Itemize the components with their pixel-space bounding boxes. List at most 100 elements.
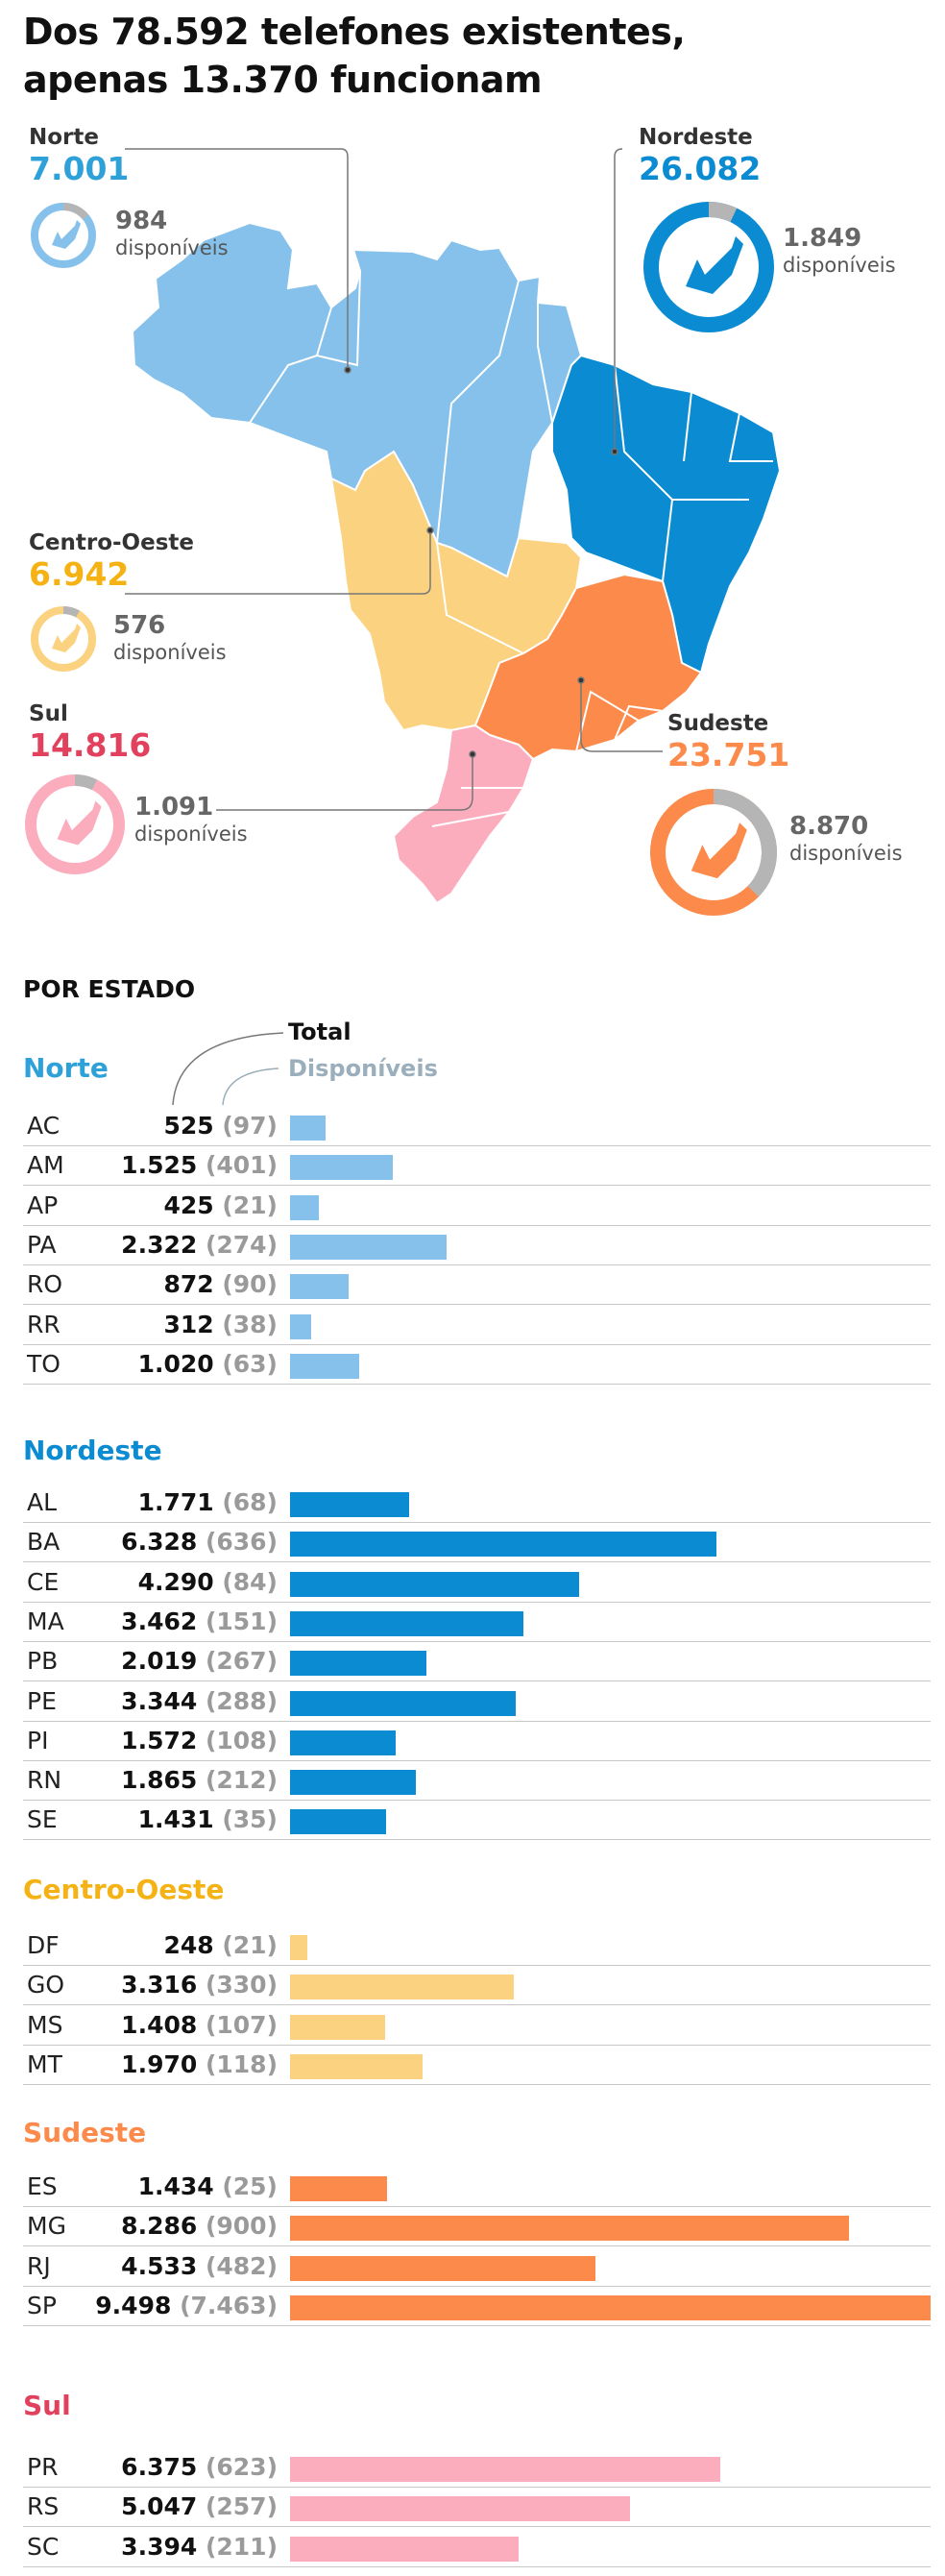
total-value: 1.865: [121, 1766, 206, 1795]
region-total: 7.001: [29, 150, 130, 187]
state-values: 1.020 (63): [138, 1350, 278, 1378]
total-value: 425: [163, 1190, 223, 1219]
state-values: 3.462 (151): [121, 1607, 278, 1635]
state-label: MS: [27, 2010, 63, 2039]
state-values: 3.344 (288): [121, 1687, 278, 1715]
state-values: 1.431 (35): [138, 1805, 278, 1833]
available-value: (84): [222, 1567, 278, 1596]
region-total: 23.751: [667, 736, 790, 773]
region-name: Sudeste: [667, 711, 769, 736]
available-value: (288): [205, 1686, 278, 1715]
table-row: PR 6.375 (623): [23, 2447, 931, 2488]
bar: [290, 1116, 326, 1141]
group-title: Centro-Oeste: [23, 1874, 225, 1905]
state-label: TO: [27, 1349, 61, 1378]
region-name: Sul: [29, 701, 68, 726]
available-label: disponíveis: [115, 236, 229, 259]
bar: [290, 1313, 311, 1339]
table-row: AP 425 (21): [23, 1186, 931, 1226]
available-value: (900): [205, 2212, 278, 2241]
state-label: AC: [27, 1112, 61, 1140]
table-row: RO 872 (90): [23, 1264, 931, 1306]
table-row: PI 1.572 (108): [23, 1721, 931, 1761]
available-value: (25): [222, 2172, 278, 2200]
total-value: 3.316: [121, 1971, 206, 1999]
available-value: (151): [205, 1607, 278, 1635]
available-label: disponíveis: [783, 254, 896, 277]
available-value: (636): [205, 1528, 278, 1557]
table-row: SE 1.431 (35): [23, 1800, 931, 1841]
available-value: (7.463): [180, 2291, 278, 2319]
bar: [290, 1730, 397, 1755]
total-value: 1.020: [137, 1349, 223, 1378]
table-row: TO 1.020 (63): [23, 1344, 931, 1385]
available-value: (63): [222, 1349, 278, 1378]
region-name: Norte: [29, 125, 99, 150]
donut-available-nordeste: [643, 202, 774, 332]
available-value: (21): [222, 1190, 278, 1219]
table-row: SP 9.498 (7.463): [23, 2286, 931, 2326]
available-value: (401): [205, 1151, 278, 1180]
phone-icon: [52, 624, 81, 652]
brazil-map: [25, 148, 782, 916]
table-row: RS 5.047 (257): [23, 2487, 931, 2528]
phone-icon: [57, 800, 102, 846]
bar: [290, 1690, 516, 1716]
table-row: AM 1.525 (401): [23, 1145, 931, 1187]
phone-icon: [686, 236, 743, 294]
available-count: 984: [115, 207, 168, 235]
state-label: RS: [27, 2492, 60, 2521]
state-values: 872 (90): [163, 1270, 278, 1298]
state-label: PB: [27, 1647, 59, 1676]
bar: [290, 2255, 596, 2281]
table-row: PA 2.322 (274): [23, 1225, 931, 1265]
state-values: 248 (21): [163, 1931, 278, 1959]
region-centro-oeste-available: 576 disponíveis: [113, 611, 227, 665]
state-values: 1.771 (68): [138, 1488, 278, 1516]
total-value: 6.328: [121, 1528, 206, 1557]
state-values: 4.533 (482): [121, 2252, 278, 2280]
available-count: 8.870: [789, 812, 869, 841]
donut-rings: [25, 202, 777, 916]
available-value: (118): [205, 2049, 278, 2078]
state-label: CE: [27, 1567, 60, 1596]
total-value: 872: [163, 1270, 223, 1299]
available-value: (623): [205, 2453, 278, 2481]
region-sul: Sul 14.816: [29, 701, 151, 765]
state-label: MA: [27, 1607, 64, 1635]
bar: [290, 1809, 387, 1835]
phone-icon: [52, 220, 81, 249]
title-line-1: Dos 78.592 telefones existentes,: [23, 11, 686, 53]
map-state-borders: [249, 270, 773, 827]
available-value: (35): [222, 1805, 278, 1834]
state-values: 4.290 (84): [138, 1568, 278, 1596]
available-value: (97): [222, 1112, 278, 1140]
leader-lines: [125, 148, 663, 811]
total-value: 1.771: [137, 1488, 223, 1516]
region-centro-oeste: Centro-Oeste 6.942: [29, 530, 194, 594]
donut-available-centro_oeste: [31, 606, 96, 672]
state-label: PR: [27, 2453, 59, 2481]
section-title: POR ESTADO: [23, 975, 196, 1003]
legend-connectors: [172, 1032, 284, 1106]
bar: [290, 2536, 520, 2562]
bar: [290, 2496, 631, 2522]
state-label: MT: [27, 2049, 62, 2078]
total-value: 9.498: [95, 2291, 181, 2319]
region-norte: Norte 7.001: [29, 125, 129, 188]
region-sul-available: 1.091 disponíveis: [134, 793, 248, 846]
region-nordeste: Nordeste 26.082: [639, 125, 761, 188]
state-values: 3.316 (330): [121, 1971, 278, 1999]
available-value: (482): [205, 2251, 278, 2280]
available-value: (108): [205, 1726, 278, 1754]
bar: [290, 2014, 385, 2040]
table-row: GO 3.316 (330): [23, 1965, 931, 2006]
state-values: 9.498 (7.463): [95, 2292, 278, 2319]
bar: [290, 2294, 931, 2320]
available-label: disponíveis: [789, 842, 903, 865]
state-values: 6.375 (623): [121, 2453, 278, 2481]
total-value: 2.019: [121, 1647, 206, 1676]
bar: [290, 2457, 720, 2482]
state-label: GO: [27, 1971, 65, 1999]
state-label: PE: [27, 1686, 57, 1715]
